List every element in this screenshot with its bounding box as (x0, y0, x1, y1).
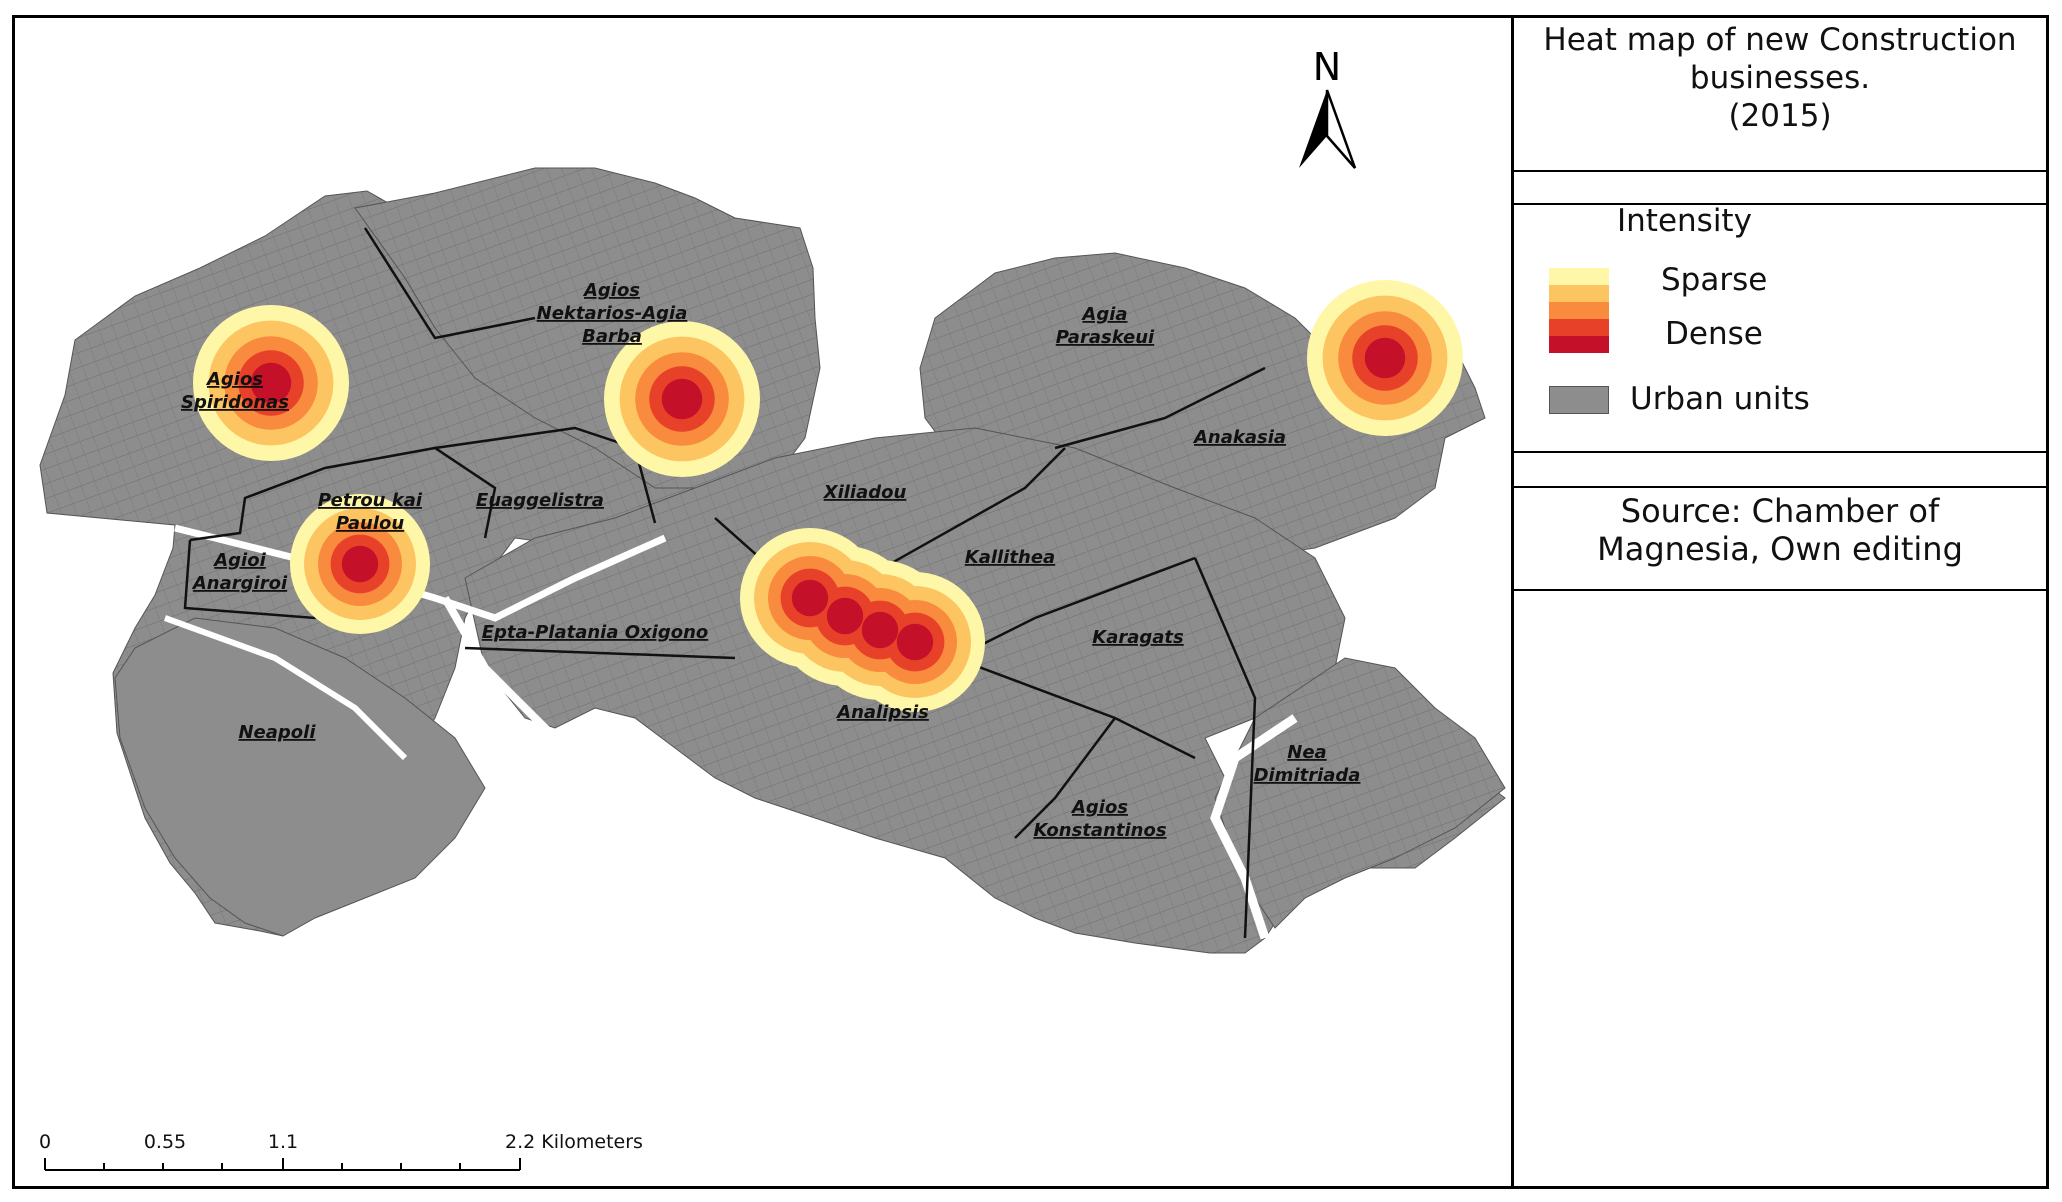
unit-label-kallithea: Kallithea (965, 547, 1055, 568)
unit-label-euaggelistra: Euaggelistra (476, 490, 604, 511)
unit-label-nea-dimitriada: Nea (1287, 742, 1326, 763)
legend-swatch-strong (1549, 319, 1609, 336)
legend-swatch-sparse (1549, 268, 1609, 285)
map-frame: Agios Nektarios-Agia Barba Agia Paraskeui Agi… (12, 15, 2049, 1189)
intensity-heading: Intensity (1617, 203, 1752, 239)
heat-hotspot-agios-nektarios (604, 321, 760, 477)
legend-divider (1514, 170, 2046, 172)
unit-label-petrou-kai-paulou: Petrou kai (318, 490, 423, 511)
boundary-euaggelistra (434, 426, 657, 524)
source-note: Source: Chamber of Magnesia, Own editing (1597, 492, 1963, 568)
north-label: N (1313, 45, 1341, 89)
legend-divider (1514, 203, 2046, 205)
unit-label-agios-spiridonas: Agios (205, 369, 263, 390)
heat-ring (861, 611, 899, 649)
boundary-east (1193, 557, 1257, 939)
unit-label-agios-nektarios-agia-barba: Nektarios-Agia (537, 303, 688, 324)
boundary-epta (464, 646, 736, 660)
scale-bar: 0 0.55 1.1 2.2 Kilometers (39, 1131, 643, 1171)
north-arrow-right (1325, 89, 1357, 169)
heat-ring (250, 362, 292, 404)
unit-label-xiliadou: Xiliadou (823, 482, 907, 503)
heat-ring (791, 579, 829, 617)
scale-tick-22-km: 2.2 Kilometers (505, 1131, 643, 1153)
heat-ring (826, 597, 864, 635)
boundary-konstantinos (1014, 717, 1116, 839)
scale-bar-line (44, 1158, 521, 1171)
unit-label-anakasia: Anakasia (1192, 427, 1286, 448)
scale-tick-055: 0.55 (144, 1131, 186, 1153)
unit-label-agios-spiridonas: Spiridonas (181, 392, 289, 413)
north-arrow: N (1299, 45, 1357, 169)
heat-ring (341, 545, 379, 583)
unit-label-karagats: Karagats (1092, 627, 1184, 648)
heat-hotspot-agios-spiridonas (193, 305, 349, 461)
heat-layer (193, 280, 1463, 712)
map-area[interactable]: Agios Nektarios-Agia Barba Agia Paraskeui Agi… (15, 18, 1511, 1186)
road-west (163, 615, 408, 761)
heat-hotspot-anakasia (1307, 280, 1463, 436)
urban-units-label: Urban units (1630, 381, 1810, 417)
scale-tick-11: 1.1 (268, 1131, 298, 1153)
unit-label-agios-nektarios-agia-barba: Agios (582, 280, 640, 301)
urban-area-southwest (114, 617, 486, 937)
map-title: Heat map of new Construction businesses.… (1543, 22, 2017, 134)
legend-swatch-dense (1549, 336, 1609, 353)
legend-swatch-light (1549, 285, 1609, 302)
unit-label-agios-konstantinos: Konstantinos (1033, 820, 1166, 841)
dense-label: Dense (1665, 316, 1763, 352)
heat-hotspot-xiliadou-kallithea-analipsis (740, 528, 985, 712)
sparse-label: Sparse (1661, 262, 1768, 298)
map-canvas: AgiosNektarios-AgiaBarbaAgiaParaskeuiAgi… (39, 45, 1506, 1171)
legend-swatch-medium (1549, 302, 1609, 319)
scale-tick-0: 0 (39, 1131, 51, 1153)
heat-ring (661, 378, 703, 420)
unit-label-petrou-kai-paulou: Paulou (336, 513, 405, 534)
boundary-north (363, 227, 536, 340)
urban-units-swatch (1549, 386, 1609, 414)
heat-ring (1364, 337, 1406, 379)
road-ring (1210, 714, 1298, 940)
heat-ring (896, 623, 934, 661)
boundary-petrou (189, 446, 497, 542)
heat-hotspot-agioi-anargiroi (290, 494, 430, 634)
unit-label-agia-paraskeui: Paraskeui (1056, 327, 1155, 348)
legend-divider (1514, 486, 2046, 488)
legend-panel: Heat map of new Construction businesses.… (1511, 18, 2046, 1186)
legend-divider (1514, 451, 2046, 453)
unit-label-analipsis: Analipsis (835, 702, 929, 723)
unit-label-agia-paraskeui: Agia (1080, 304, 1127, 325)
unit-label-neapoli: Neapoli (238, 722, 316, 743)
unit-label-agioi-anargiroi: Agioi (212, 550, 266, 571)
legend-divider (1514, 589, 2046, 591)
unit-label-nea-dimitriada: Dimitriada (1254, 765, 1361, 786)
road-diagonal (441, 596, 578, 761)
label-layer: AgiosNektarios-AgiaBarbaAgiaParaskeuiAgi… (181, 280, 1360, 841)
unit-label-epta-platania-oxigono: Epta-Platania Oxigono (482, 622, 709, 643)
boundary-anakasia (1054, 366, 1266, 450)
unit-label-agios-konstantinos: Agios (1070, 797, 1128, 818)
unit-label-agioi-anargiroi: Anargiroi (191, 573, 288, 594)
unit-label-agios-nektarios-agia-barba: Barba (582, 326, 642, 347)
north-arrow-left (1299, 90, 1327, 168)
